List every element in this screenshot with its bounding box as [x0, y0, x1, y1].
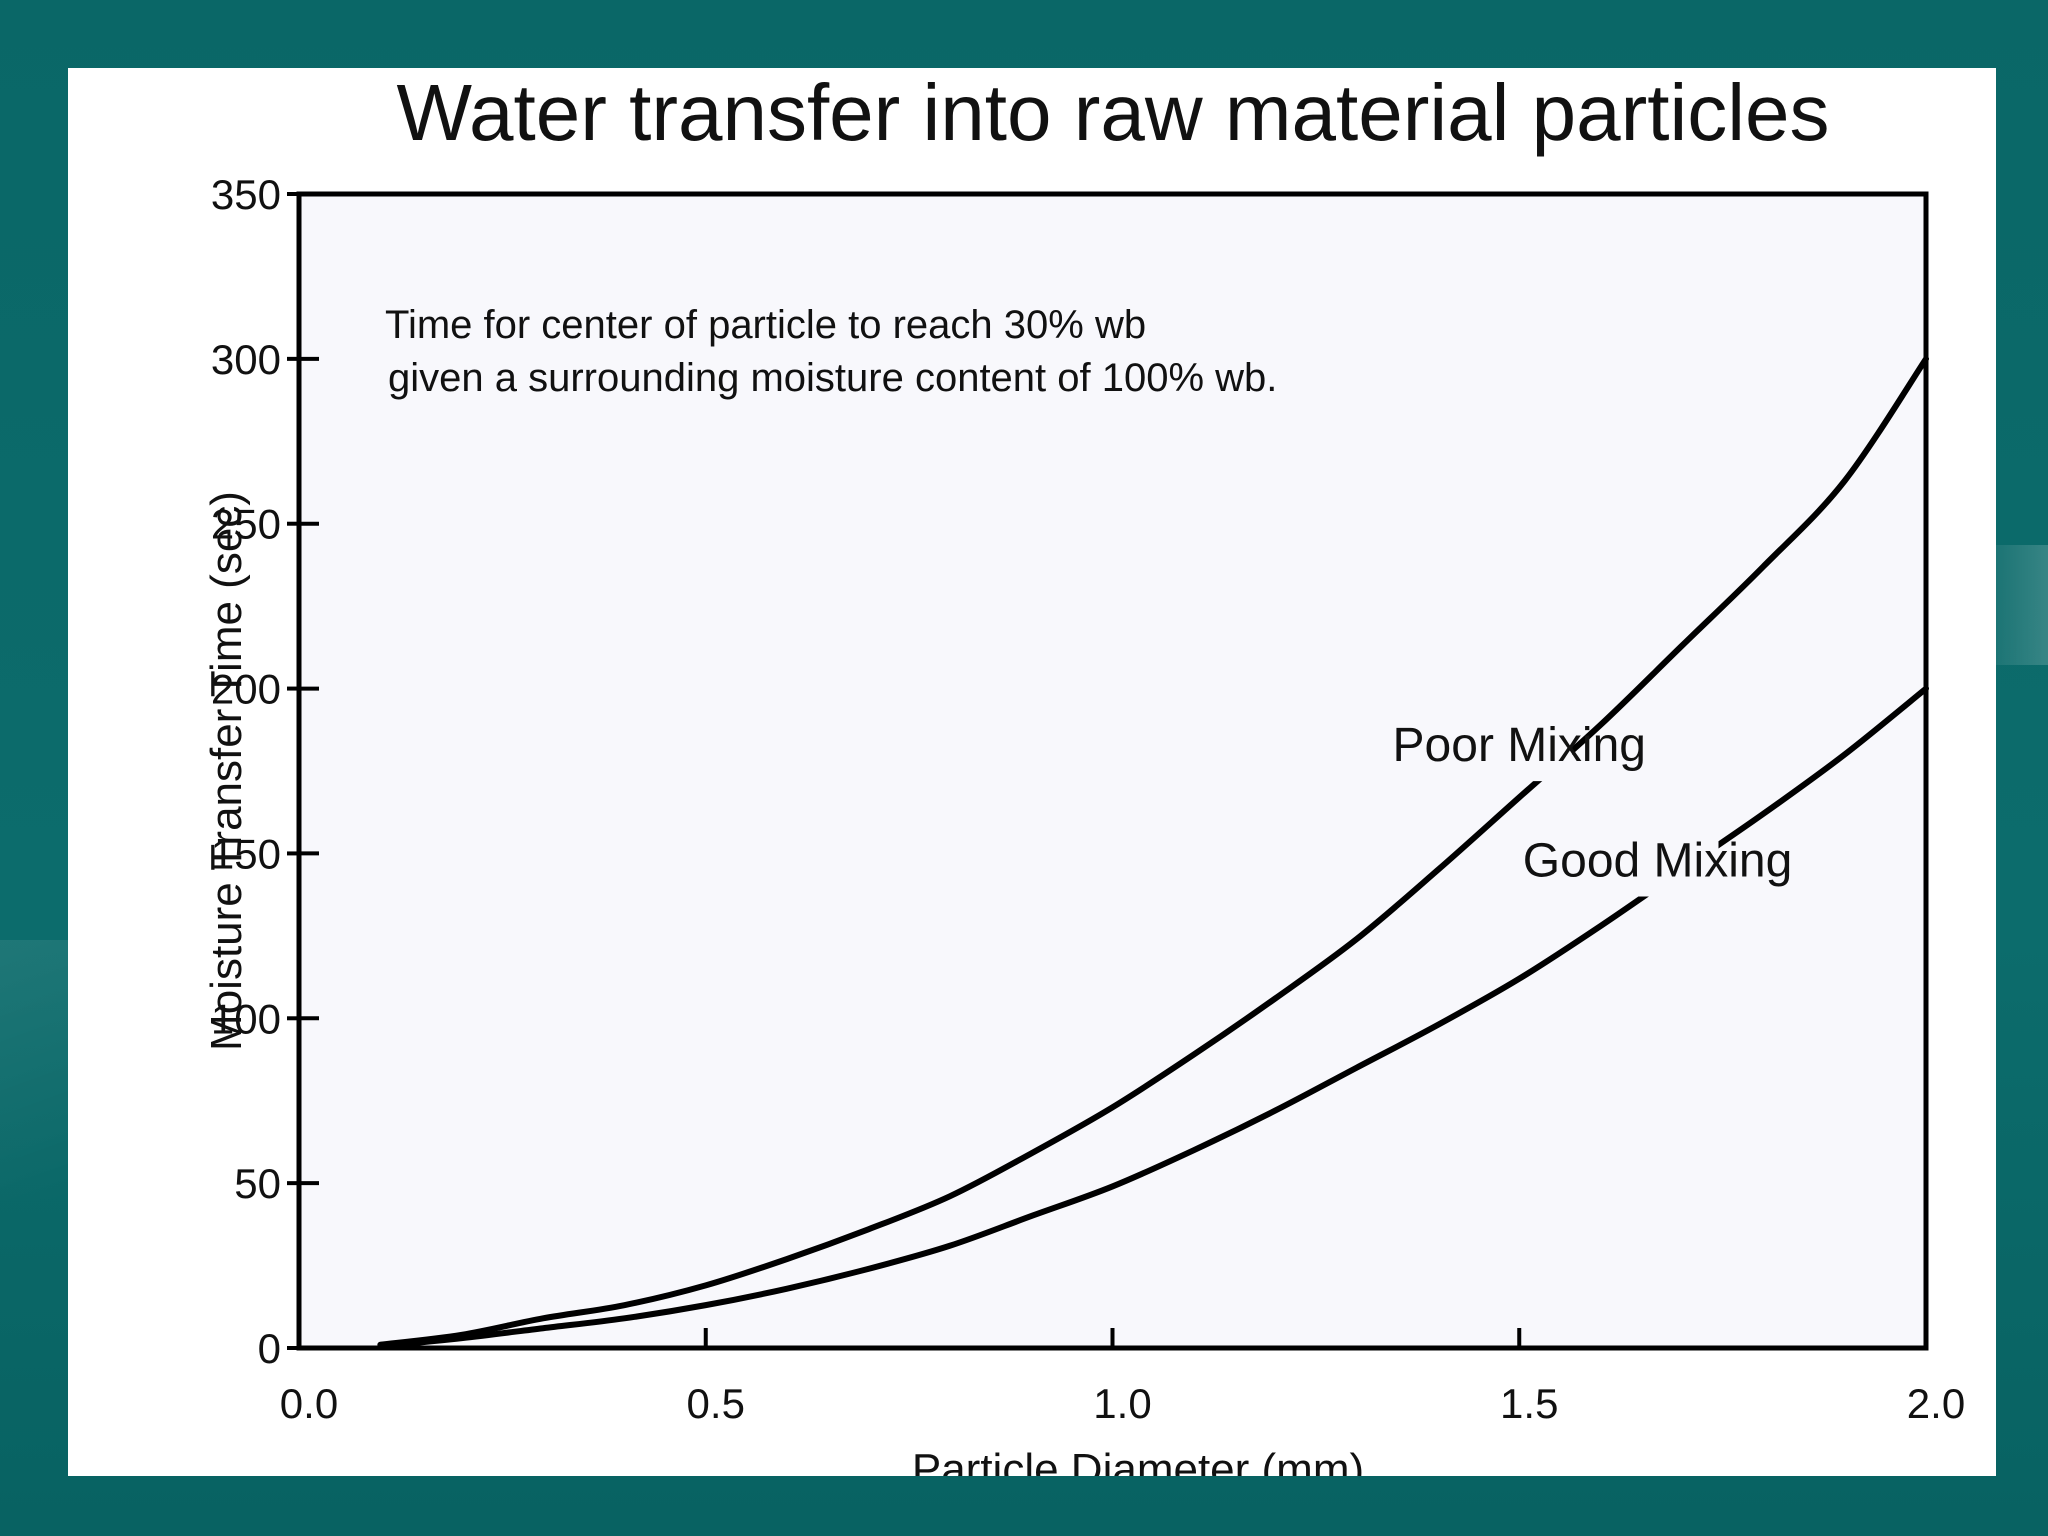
y-tick-label: 300: [211, 336, 281, 383]
y-axis-label: Moisture Transfer Time (sec): [202, 491, 251, 1051]
background-accent: [0, 940, 68, 1200]
x-tick-label: 0.5: [687, 1380, 745, 1427]
x-tick-label: 0.0: [280, 1380, 338, 1427]
x-tick-label: 2.0: [1907, 1380, 1965, 1427]
y-tick-label: 50: [234, 1160, 281, 1207]
y-tick-label: 150: [211, 830, 281, 877]
annotation-line-2: given a surrounding moisture content of …: [388, 356, 1277, 400]
plot-area: [299, 194, 1926, 1348]
x-tick-label: 1.5: [1500, 1380, 1558, 1427]
x-tick-label: 1.0: [1093, 1380, 1151, 1427]
y-tick-label: 350: [211, 171, 281, 218]
series-label-backdrop: [1490, 701, 1573, 782]
slide: Water transfer into raw material particl…: [68, 68, 1996, 1476]
x-axis-label: Particle Diameter (mm): [912, 1445, 1364, 1476]
chart-title: Water transfer into raw material particl…: [396, 68, 1829, 157]
series-lines: Poor Mixing Good Mixing: [377, 355, 1929, 1350]
annotation-line-1: Time for center of particle to reach 30%…: [385, 303, 1146, 347]
y-tick-label: 200: [211, 666, 281, 713]
y-tick-label: 100: [211, 995, 281, 1042]
y-tick-label: 250: [211, 501, 281, 548]
background-accent: [1988, 545, 2048, 665]
series-line-poor-mixing: [377, 355, 1929, 1348]
series-label: Poor Mixing: [1393, 719, 1646, 772]
y-tick-label: 0: [258, 1325, 281, 1372]
series-label-backdrop: [1629, 816, 1719, 897]
series-label: Good Mixing: [1523, 835, 1792, 888]
chart: Water transfer into raw material particl…: [202, 68, 1965, 1476]
plot-frame: [296, 191, 1929, 1351]
